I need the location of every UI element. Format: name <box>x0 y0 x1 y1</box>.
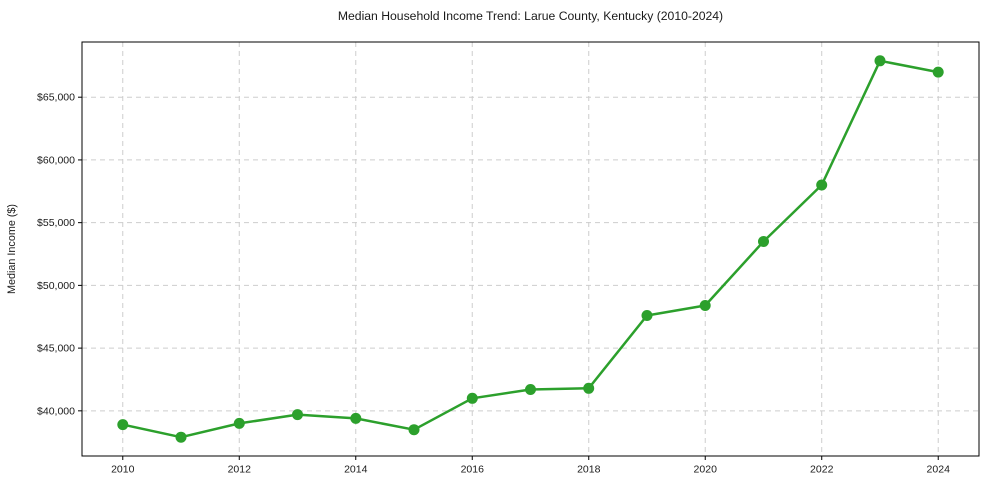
chart-title: Median Household Income Trend: Larue Cou… <box>338 9 723 23</box>
data-point-marker <box>932 66 944 78</box>
data-point-marker <box>758 236 769 247</box>
y-axis-title: Median Income ($) <box>6 204 18 294</box>
data-point-marker <box>525 384 536 395</box>
x-tick-label: 2020 <box>694 464 718 476</box>
y-tick-label: $50,000 <box>37 280 75 292</box>
y-tick-label: $55,000 <box>37 217 75 229</box>
data-point-marker <box>117 419 129 431</box>
x-tick-label: 2012 <box>228 464 252 476</box>
data-point-marker <box>175 431 187 443</box>
data-point-marker <box>350 412 362 424</box>
plot-frame <box>81 41 980 457</box>
x-tick-label: 2018 <box>577 464 601 476</box>
grid-layer <box>82 42 979 456</box>
data-point-marker <box>233 417 245 429</box>
x-tick-label: 2010 <box>111 464 135 476</box>
y-tick-label: $40,000 <box>37 405 75 417</box>
data-point-marker <box>699 300 711 311</box>
y-tick-label: $45,000 <box>37 343 75 355</box>
series-layer <box>117 55 944 443</box>
trend-line <box>121 59 940 439</box>
axis-layer: 2010 2012 2014 2016 2018 2020 2022 2024 $40,000 $… <box>37 41 980 476</box>
x-tick-label: 2024 <box>927 464 951 476</box>
x-tick-label: 2014 <box>344 464 368 476</box>
data-point-marker <box>583 382 595 394</box>
data-point-marker <box>292 409 303 421</box>
x-tick-label: 2016 <box>461 464 485 476</box>
data-point-marker <box>641 310 653 321</box>
data-point-marker <box>874 55 886 67</box>
y-tick-label: $65,000 <box>37 92 75 104</box>
y-tick-label: $60,000 <box>37 154 75 166</box>
data-point-marker <box>466 392 478 404</box>
data-point-marker <box>816 179 828 191</box>
data-point-marker <box>408 424 420 436</box>
x-tick-label: 2022 <box>810 464 834 476</box>
